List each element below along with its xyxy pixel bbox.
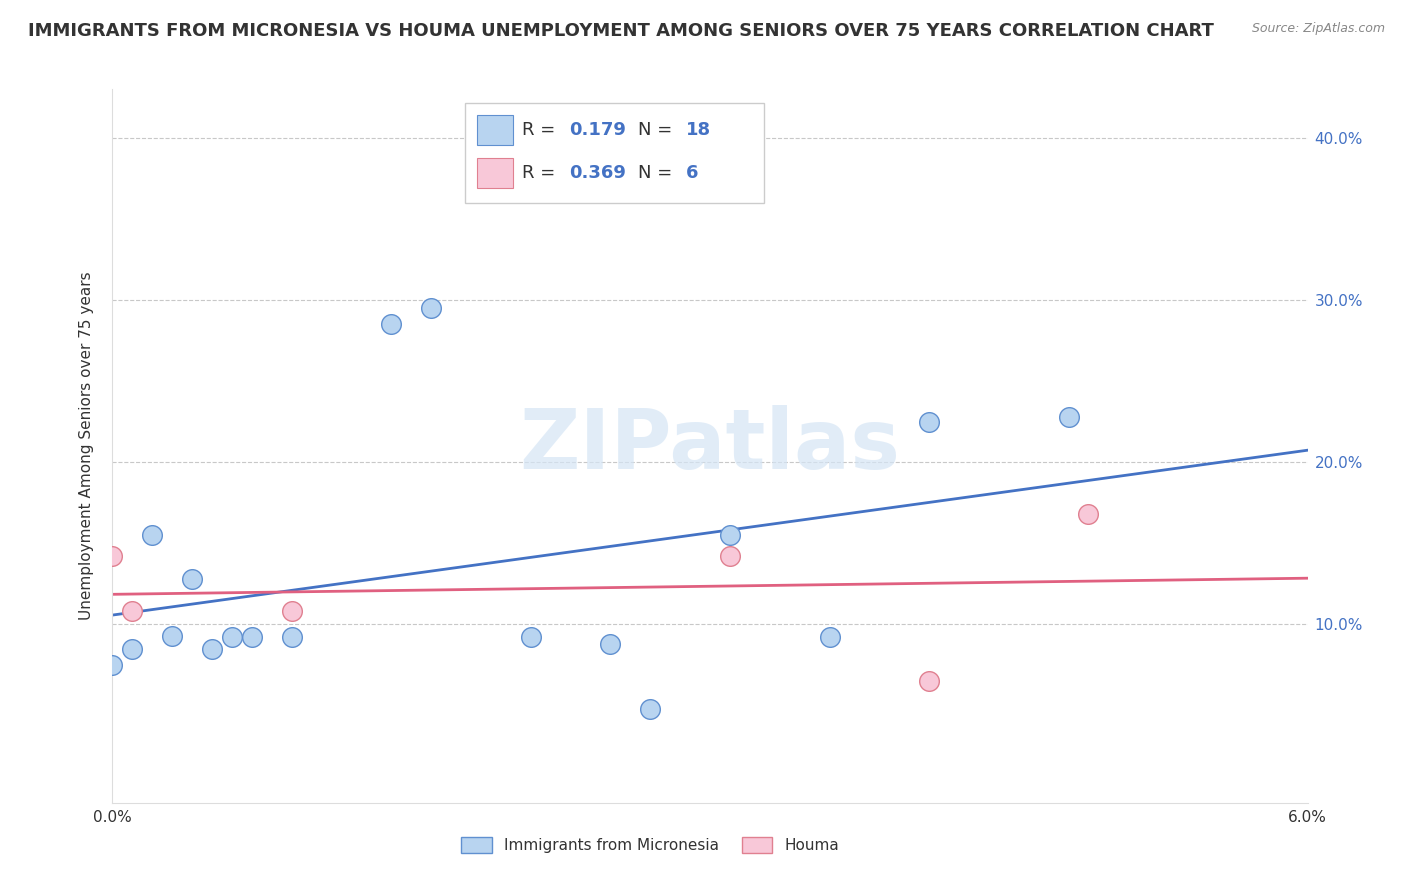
Text: R =: R =: [523, 164, 561, 182]
Point: [718, 528, 741, 542]
Point: [201, 641, 224, 656]
Point: [281, 631, 304, 645]
Point: [420, 301, 443, 315]
Point: [520, 631, 543, 645]
Point: [1057, 409, 1080, 424]
Point: [221, 631, 243, 645]
Text: 0.369: 0.369: [569, 164, 626, 182]
Point: [718, 549, 741, 564]
Point: [818, 631, 841, 645]
Point: [141, 528, 163, 542]
Point: [281, 604, 304, 618]
Text: 6: 6: [686, 164, 699, 182]
Text: Source: ZipAtlas.com: Source: ZipAtlas.com: [1251, 22, 1385, 36]
Point: [640, 702, 662, 716]
Point: [918, 674, 941, 689]
Point: [121, 641, 143, 656]
Point: [380, 318, 402, 332]
Text: N =: N =: [638, 121, 678, 139]
Text: 18: 18: [686, 121, 711, 139]
Text: ZIPatlas: ZIPatlas: [520, 406, 900, 486]
Y-axis label: Unemployment Among Seniors over 75 years: Unemployment Among Seniors over 75 years: [79, 272, 94, 620]
Point: [101, 657, 124, 672]
Point: [240, 631, 263, 645]
Point: [918, 415, 941, 429]
Text: R =: R =: [523, 121, 561, 139]
Point: [181, 572, 204, 586]
FancyBboxPatch shape: [465, 103, 763, 203]
Legend: Immigrants from Micronesia, Houma: Immigrants from Micronesia, Houma: [456, 831, 845, 859]
Point: [1077, 507, 1099, 521]
Text: N =: N =: [638, 164, 678, 182]
Point: [162, 629, 183, 643]
Point: [101, 549, 124, 564]
Text: IMMIGRANTS FROM MICRONESIA VS HOUMA UNEMPLOYMENT AMONG SENIORS OVER 75 YEARS COR: IMMIGRANTS FROM MICRONESIA VS HOUMA UNEM…: [28, 22, 1213, 40]
Text: 0.179: 0.179: [569, 121, 626, 139]
Point: [121, 604, 143, 618]
FancyBboxPatch shape: [477, 158, 513, 187]
Point: [599, 637, 621, 651]
FancyBboxPatch shape: [477, 115, 513, 145]
